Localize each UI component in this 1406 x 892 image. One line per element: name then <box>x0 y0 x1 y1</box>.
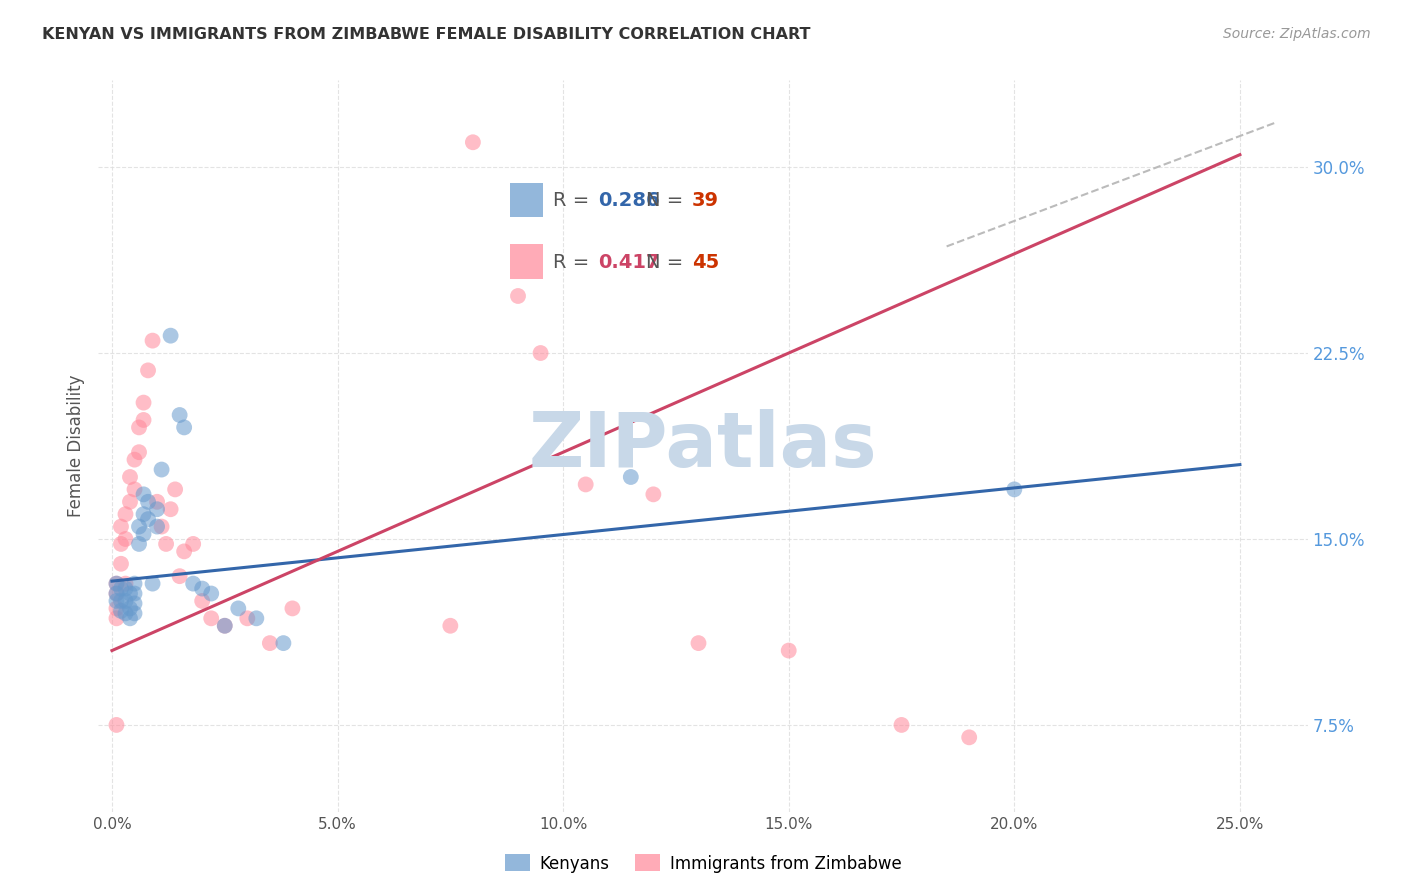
Point <box>132 413 155 427</box>
Point <box>890 718 912 732</box>
Point <box>169 569 191 583</box>
Point <box>273 636 295 650</box>
Point <box>146 519 169 533</box>
Point <box>110 594 132 608</box>
Point <box>150 462 173 476</box>
Point <box>150 519 173 533</box>
Point <box>105 586 128 600</box>
Point <box>124 452 146 467</box>
Point <box>142 334 165 348</box>
Point <box>136 363 159 377</box>
Text: ZIPatlas: ZIPatlas <box>529 409 877 483</box>
Point <box>146 502 169 516</box>
Point <box>688 636 710 650</box>
Point <box>226 601 249 615</box>
Point <box>439 619 461 633</box>
Point <box>132 395 155 409</box>
Point <box>118 601 141 615</box>
Point <box>181 537 204 551</box>
Point <box>155 537 177 551</box>
Point <box>159 328 181 343</box>
Point <box>105 576 128 591</box>
Point <box>245 611 267 625</box>
Point <box>128 519 150 533</box>
Point <box>136 495 159 509</box>
Point <box>529 346 551 360</box>
Point <box>110 557 132 571</box>
Point <box>191 582 214 596</box>
Point <box>643 487 665 501</box>
Text: R =: R = <box>553 252 589 272</box>
Point <box>132 487 155 501</box>
Point <box>105 718 128 732</box>
Point <box>114 582 136 596</box>
Point <box>105 586 128 600</box>
Point <box>136 512 159 526</box>
Point <box>105 611 128 625</box>
Point <box>281 601 304 615</box>
Bar <box>510 183 543 217</box>
Point <box>110 537 132 551</box>
Point <box>105 576 128 591</box>
Point <box>957 731 980 745</box>
Point <box>114 532 136 546</box>
Point <box>191 594 214 608</box>
Point <box>173 420 195 434</box>
Point <box>506 289 529 303</box>
Point <box>114 576 136 591</box>
Point <box>259 636 281 650</box>
Point <box>105 594 128 608</box>
Point <box>114 507 136 521</box>
Point <box>110 519 132 533</box>
Point <box>124 576 146 591</box>
Point <box>1002 483 1025 497</box>
Point <box>132 527 155 541</box>
Point <box>173 544 195 558</box>
Text: 0.417: 0.417 <box>599 252 659 272</box>
Text: R =: R = <box>553 191 589 210</box>
Legend: Kenyans, Immigrants from Zimbabwe: Kenyans, Immigrants from Zimbabwe <box>498 847 908 880</box>
Point <box>114 607 136 621</box>
Y-axis label: Female Disability: Female Disability <box>66 375 84 517</box>
Text: 45: 45 <box>692 252 720 272</box>
Point <box>128 445 150 459</box>
Point <box>778 643 800 657</box>
Point <box>124 607 146 621</box>
Point <box>124 586 146 600</box>
Point <box>124 597 146 611</box>
Point <box>110 604 132 618</box>
Point <box>575 477 598 491</box>
Point <box>169 408 191 422</box>
Point <box>110 582 132 596</box>
Text: N =: N = <box>647 252 683 272</box>
Point <box>114 594 136 608</box>
Text: 39: 39 <box>692 191 718 210</box>
Point <box>118 470 141 484</box>
Point <box>236 611 259 625</box>
Point <box>128 537 150 551</box>
Point <box>181 576 204 591</box>
Text: 0.286: 0.286 <box>599 191 661 210</box>
Text: KENYAN VS IMMIGRANTS FROM ZIMBABWE FEMALE DISABILITY CORRELATION CHART: KENYAN VS IMMIGRANTS FROM ZIMBABWE FEMAL… <box>42 27 811 42</box>
Point <box>118 495 141 509</box>
Point <box>146 495 169 509</box>
Point <box>118 586 141 600</box>
Point <box>200 586 222 600</box>
Point <box>620 470 643 484</box>
Point <box>214 619 236 633</box>
Text: Source: ZipAtlas.com: Source: ZipAtlas.com <box>1223 27 1371 41</box>
Point <box>200 611 222 625</box>
Point <box>128 420 150 434</box>
Point <box>159 502 181 516</box>
Text: N =: N = <box>647 191 683 210</box>
Point <box>142 576 165 591</box>
Bar <box>510 244 543 278</box>
Point <box>124 483 146 497</box>
Point <box>165 483 187 497</box>
Point <box>118 611 141 625</box>
Point <box>132 507 155 521</box>
Point <box>214 619 236 633</box>
Point <box>461 135 484 149</box>
Point <box>105 601 128 615</box>
